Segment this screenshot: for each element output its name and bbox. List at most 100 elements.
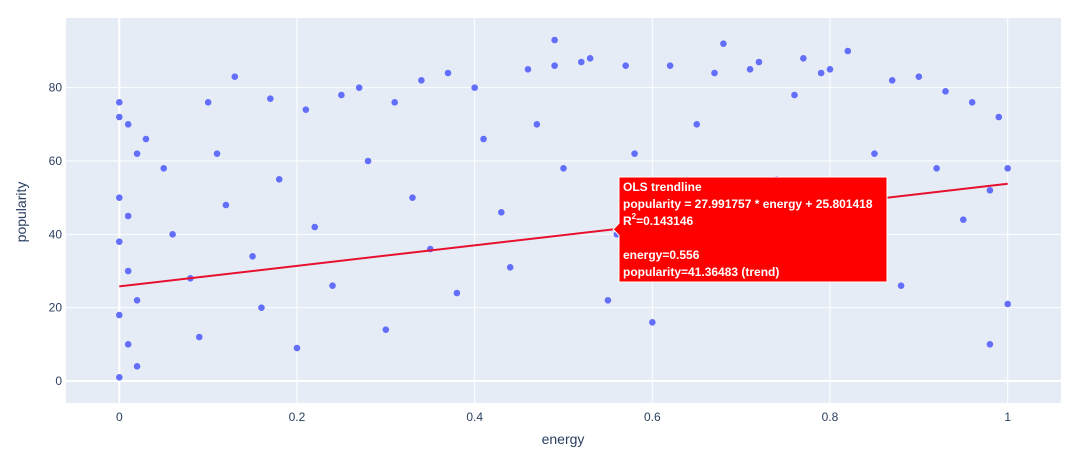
data-point[interactable]: [124, 267, 132, 275]
data-point[interactable]: [116, 238, 123, 245]
data-point[interactable]: [551, 36, 558, 44]
data-point[interactable]: [267, 95, 274, 102]
data-point[interactable]: [897, 282, 905, 289]
data-point[interactable]: [258, 304, 265, 311]
data-point[interactable]: [746, 66, 754, 73]
data-point[interactable]: [471, 84, 478, 91]
x-axis-ticks: 0 0.2 0.4 0.6 0.8 1: [116, 410, 1011, 424]
x-axis-title: energy: [542, 431, 585, 447]
x-tick-label: 0: [116, 410, 123, 424]
data-point[interactable]: [444, 69, 452, 77]
data-point[interactable]: [524, 66, 532, 73]
data-point[interactable]: [604, 297, 612, 304]
data-point[interactable]: [311, 223, 319, 231]
data-point[interactable]: [275, 176, 283, 183]
y-tick-label: 60: [49, 154, 63, 168]
data-point[interactable]: [418, 77, 425, 84]
data-point[interactable]: [116, 99, 123, 106]
data-point[interactable]: [195, 333, 203, 341]
tooltip-energy: energy=0.556: [623, 248, 700, 262]
data-point[interactable]: [213, 150, 221, 157]
data-point[interactable]: [720, 40, 727, 47]
data-point[interactable]: [888, 77, 896, 84]
tooltip-equation: popularity = 27.991757 * energy + 25.801…: [623, 197, 873, 211]
hover-tooltip: OLS trendline popularity = 27.991757 * e…: [612, 176, 888, 283]
data-point[interactable]: [506, 264, 514, 271]
data-point[interactable]: [160, 165, 168, 172]
data-point[interactable]: [355, 84, 363, 91]
tooltip-r2: R2=0.143146: [623, 212, 694, 228]
data-point[interactable]: [533, 121, 541, 128]
data-point[interactable]: [959, 216, 967, 223]
data-point[interactable]: [800, 55, 807, 62]
data-point[interactable]: [222, 201, 230, 209]
plot-background: [66, 18, 1061, 403]
data-point[interactable]: [116, 311, 123, 319]
data-point[interactable]: [382, 326, 390, 333]
data-point[interactable]: [986, 341, 994, 348]
data-point[interactable]: [329, 282, 336, 289]
data-point[interactable]: [293, 344, 301, 352]
tooltip-title: OLS trendline: [623, 180, 702, 194]
data-point[interactable]: [249, 253, 256, 260]
data-point[interactable]: [480, 135, 487, 143]
tooltip-r2-value: =0.143146: [636, 214, 693, 228]
data-point[interactable]: [364, 157, 372, 165]
data-point[interactable]: [302, 106, 310, 113]
data-point[interactable]: [116, 113, 123, 121]
data-point[interactable]: [933, 165, 940, 172]
tooltip-box: [612, 176, 888, 283]
data-point[interactable]: [338, 91, 345, 99]
data-point[interactable]: [711, 69, 718, 77]
data-point[interactable]: [968, 99, 976, 106]
data-point[interactable]: [844, 47, 852, 55]
data-point[interactable]: [649, 319, 656, 326]
data-point[interactable]: [791, 91, 798, 99]
data-point[interactable]: [124, 212, 132, 220]
data-point[interactable]: [942, 88, 949, 95]
y-tick-label: 20: [49, 301, 63, 315]
x-tick-label: 0.2: [289, 410, 306, 424]
data-point[interactable]: [498, 209, 505, 216]
data-point[interactable]: [133, 363, 141, 370]
data-point[interactable]: [142, 135, 150, 143]
x-tick-label: 0.4: [466, 410, 483, 424]
data-point[interactable]: [453, 289, 461, 297]
tooltip-r2-sup: 2: [632, 212, 637, 221]
data-point[interactable]: [1004, 300, 1011, 308]
data-point[interactable]: [124, 121, 132, 128]
data-point[interactable]: [586, 55, 594, 62]
data-point[interactable]: [826, 66, 834, 73]
data-point[interactable]: [204, 99, 212, 106]
data-point[interactable]: [391, 99, 399, 106]
data-point[interactable]: [577, 58, 585, 66]
data-point[interactable]: [622, 62, 629, 69]
data-point[interactable]: [169, 231, 176, 238]
data-point[interactable]: [986, 187, 994, 194]
data-point[interactable]: [560, 165, 567, 172]
data-point[interactable]: [124, 341, 132, 348]
y-tick-label: 0: [55, 374, 62, 388]
data-point[interactable]: [693, 121, 701, 128]
data-point[interactable]: [409, 194, 416, 201]
data-point[interactable]: [915, 73, 923, 80]
data-point[interactable]: [116, 194, 123, 201]
data-point[interactable]: [871, 150, 878, 157]
data-point[interactable]: [666, 62, 674, 69]
data-point[interactable]: [116, 374, 123, 381]
data-point[interactable]: [551, 62, 558, 69]
data-point[interactable]: [133, 150, 141, 157]
data-point[interactable]: [995, 113, 1003, 121]
y-axis-ticks: 0 20 40 60 80: [49, 81, 63, 388]
data-point[interactable]: [755, 58, 763, 66]
data-point[interactable]: [631, 150, 638, 157]
data-point[interactable]: [231, 73, 239, 80]
y-axis-title: popularity: [13, 182, 29, 243]
x-tick-label: 0.6: [644, 410, 661, 424]
y-tick-label: 40: [49, 227, 63, 241]
data-point[interactable]: [1004, 165, 1011, 172]
data-point[interactable]: [817, 69, 825, 77]
data-point[interactable]: [133, 297, 141, 304]
tooltip-r2-prefix: R: [623, 214, 632, 228]
